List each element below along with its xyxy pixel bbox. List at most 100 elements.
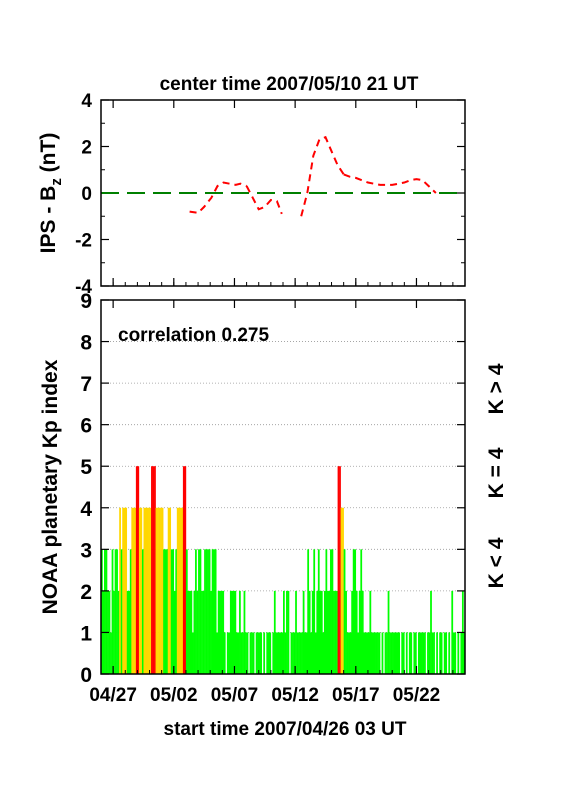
kp-bar	[339, 466, 341, 674]
kp-bar	[401, 632, 404, 674]
bz-y-axis-label: IPS - Bz (nT)	[37, 133, 65, 254]
kp-bar	[157, 507, 159, 674]
kp-bar	[357, 632, 360, 674]
kp-bar	[204, 549, 206, 674]
kp-bar	[273, 590, 276, 674]
kp-bar	[322, 632, 325, 674]
kp-y-tick-label: 2	[80, 581, 92, 604]
kp-x-axis-label: start time 2007/04/26 03 UT	[164, 719, 407, 740]
kp-bar	[234, 590, 237, 674]
bz-plot-frame	[100, 99, 466, 287]
kp-bar	[185, 549, 188, 674]
kp-bar	[396, 632, 399, 674]
kp-bar	[410, 632, 413, 674]
kp-bar	[372, 632, 375, 674]
kp-bar	[155, 507, 158, 674]
kp-bar	[307, 549, 310, 674]
kp-bar	[389, 632, 391, 674]
kp-bar	[240, 632, 243, 674]
kp-bar	[298, 632, 300, 674]
kp-bar	[284, 632, 287, 674]
kp-bar	[349, 632, 352, 674]
kp-bar	[358, 590, 361, 674]
kp-bar	[146, 507, 149, 674]
kp-bar	[149, 507, 152, 674]
kp-bar	[123, 507, 126, 674]
kp-bar	[308, 590, 311, 674]
kp-bar	[198, 549, 200, 674]
kp-bar	[295, 590, 297, 674]
kp-bar	[199, 549, 202, 674]
kp-bar	[361, 590, 364, 674]
kp-bar	[163, 549, 165, 674]
kp-bar	[345, 590, 347, 674]
kp-bar	[422, 632, 425, 674]
kp-bar	[137, 466, 140, 674]
correlation-label: correlation 0.275	[118, 325, 269, 346]
kp-bar	[104, 549, 106, 674]
kp-bar	[336, 590, 338, 674]
kp-bar	[333, 590, 335, 674]
kp-bar	[408, 632, 411, 674]
kp-bar	[113, 590, 115, 674]
bz-trace	[189, 135, 437, 217]
kp-bar	[360, 549, 363, 674]
kp-bar	[454, 632, 457, 674]
kp-bar	[213, 549, 215, 674]
kp-bar	[192, 632, 194, 674]
kp-bar	[114, 549, 117, 674]
kp-bar	[207, 549, 209, 674]
kp-bar	[178, 507, 181, 674]
kp-bar	[352, 549, 355, 674]
kp-bar	[287, 590, 290, 674]
kp-bar	[235, 632, 238, 674]
kp-bar	[417, 632, 420, 674]
kp-bar	[413, 632, 416, 674]
kp-bar	[286, 590, 288, 674]
kp-bar	[313, 549, 316, 674]
kp-bar	[229, 590, 232, 674]
kp-bar	[151, 466, 153, 674]
kp-x-tick-label: 05/17	[332, 685, 380, 706]
kp-bar	[210, 590, 212, 674]
kp-bar	[436, 632, 438, 674]
bz-y-tick-label: 0	[81, 184, 92, 205]
bz-title: center time 2007/05/10 21 UT	[160, 74, 419, 95]
kp-bar	[269, 632, 272, 674]
kp-y-tick-label: 7	[80, 373, 92, 396]
kp-bar	[160, 507, 162, 674]
kp-bar	[116, 549, 118, 674]
kp-bar	[364, 632, 367, 674]
kp-bar	[246, 632, 249, 674]
kp-bar	[267, 632, 270, 674]
kp-bar	[363, 632, 366, 674]
kp-bar	[292, 632, 294, 674]
kp-bar	[176, 507, 179, 674]
kp-bar	[214, 549, 217, 674]
bz-panel: center time 2007/05/10 21 UT 4 2 0 -2 -4 IPS…	[37, 74, 466, 298]
kp-bar	[433, 632, 435, 674]
kp-bar	[457, 632, 460, 674]
kp-bar	[316, 590, 319, 674]
kp-bar	[169, 507, 172, 674]
kp-bar	[279, 632, 282, 674]
kp-bar	[431, 632, 434, 674]
kp-y-tick-label: 8	[80, 332, 92, 355]
kp-bar	[281, 632, 284, 674]
kp-bar	[117, 590, 120, 674]
kp-bar	[232, 590, 235, 674]
kp-bar	[110, 632, 112, 674]
kp-bar	[134, 507, 137, 674]
bz-y-tick-label: -2	[75, 231, 92, 252]
kp-bar	[181, 507, 184, 674]
kp-bar	[119, 507, 121, 674]
kp-bar	[366, 632, 369, 674]
kp-bar	[184, 466, 187, 674]
kp-bar	[310, 632, 313, 674]
kp-bar	[138, 507, 141, 674]
kp-bar	[260, 632, 263, 674]
kp-bar	[193, 590, 196, 674]
kp-bar	[158, 507, 161, 674]
kp-bar	[275, 632, 278, 674]
